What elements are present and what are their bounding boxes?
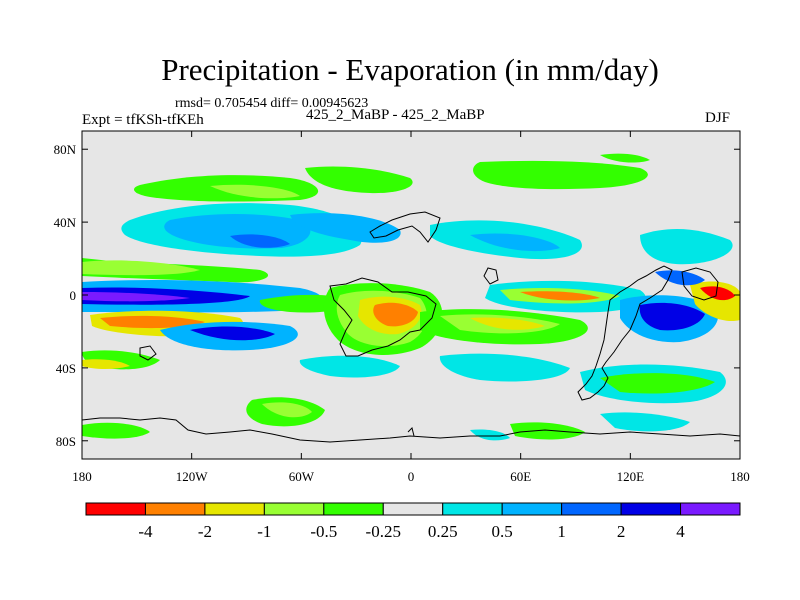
colorbar-swatch bbox=[561, 502, 622, 516]
latitude-axis: 80N 40N 0 40S 80S bbox=[54, 142, 740, 449]
lon-tick-label: 120W bbox=[176, 469, 209, 484]
contour-fill bbox=[82, 131, 740, 459]
colorbar-swatch bbox=[620, 502, 682, 516]
colorbar-label: -0.25 bbox=[366, 522, 401, 541]
colorbar-swatch bbox=[501, 502, 563, 516]
colorbar: -4 -2 -1 -0.5 -0.25 0.25 0.5 1 2 4 bbox=[85, 502, 741, 541]
colorbar-label: -0.5 bbox=[310, 522, 337, 541]
colorbar-swatch bbox=[144, 502, 206, 516]
lon-tick-label: 60W bbox=[289, 469, 315, 484]
colorbar-swatch bbox=[442, 502, 503, 516]
colorbar-label: 2 bbox=[617, 522, 626, 541]
lat-tick-label: 80N bbox=[54, 142, 77, 157]
coastlines bbox=[82, 211, 740, 443]
lon-tick-label: 180 bbox=[72, 469, 92, 484]
colorbar-label: -4 bbox=[138, 522, 153, 541]
colorbar-label: 1 bbox=[557, 522, 566, 541]
lon-tick-label: 180 bbox=[730, 469, 750, 484]
colorbar-swatch bbox=[680, 502, 741, 516]
case-label: 425_2_MaBP - 425_2_MaBP bbox=[306, 107, 485, 123]
colorbar-swatch bbox=[263, 502, 325, 516]
colorbar-swatch bbox=[85, 502, 146, 516]
colorbar-label: -1 bbox=[257, 522, 271, 541]
colorbar-label: 0.25 bbox=[428, 522, 458, 541]
lat-tick-label: 0 bbox=[70, 288, 77, 303]
colorbar-label: 4 bbox=[676, 522, 685, 541]
colorbar-swatch bbox=[382, 502, 444, 516]
lon-tick-label: 0 bbox=[408, 469, 415, 484]
colorbar-label: -2 bbox=[198, 522, 212, 541]
colorbar-swatch bbox=[323, 502, 384, 516]
season-label: DJF bbox=[705, 110, 731, 126]
longitude-axis: 180 120W 60W 0 60E 120E 180 bbox=[72, 131, 750, 484]
lon-tick-label: 60E bbox=[510, 469, 531, 484]
lat-tick-label: 40N bbox=[54, 215, 77, 230]
lon-tick-label: 120E bbox=[617, 469, 645, 484]
stats-label: rmsd= 0.705454 diff= 0.00945623 bbox=[175, 96, 369, 111]
colorbar-swatch bbox=[204, 502, 265, 516]
lat-tick-label: 80S bbox=[56, 434, 76, 449]
plot-title: Precipitation - Evaporation (in mm/day) bbox=[161, 52, 659, 87]
experiment-label: Expt = tfKSh-tfKEh bbox=[82, 112, 204, 128]
lat-tick-label: 40S bbox=[56, 361, 76, 376]
colorbar-label: 0.5 bbox=[492, 522, 513, 541]
